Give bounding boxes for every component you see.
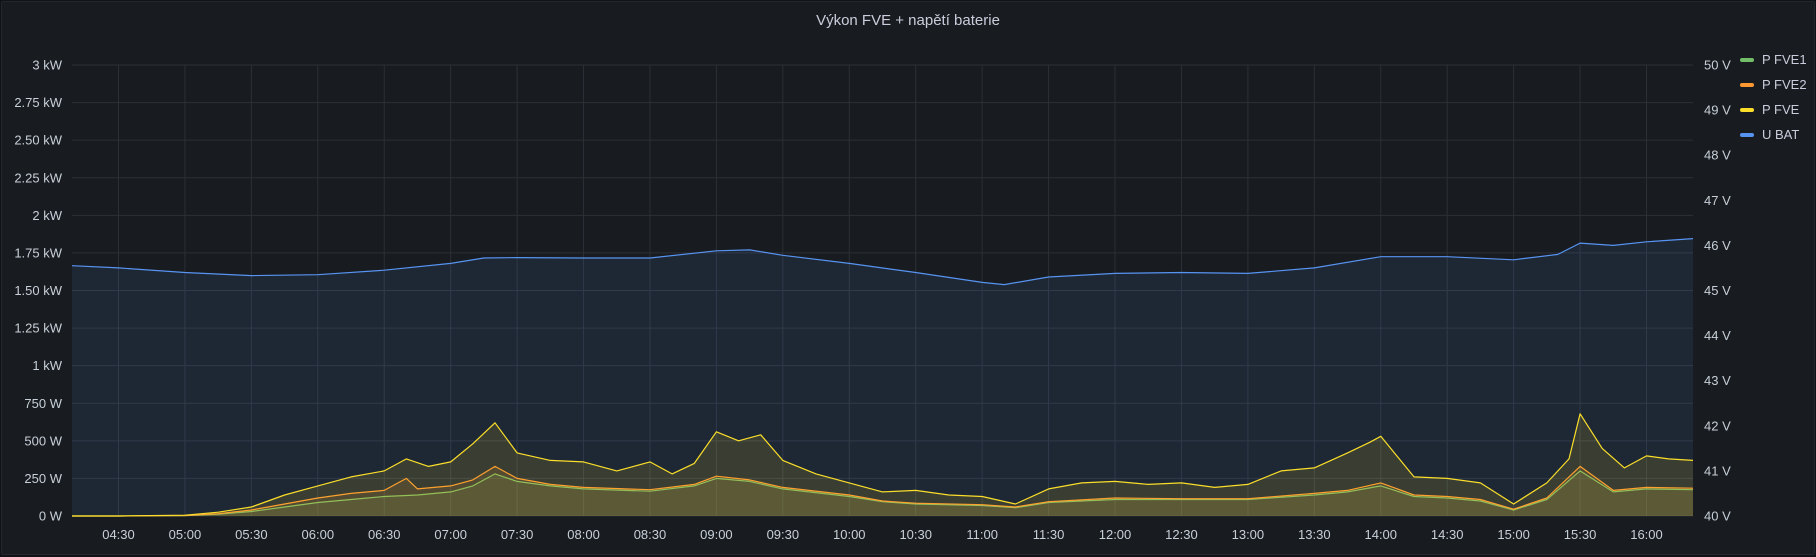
legend-label: U BAT — [1762, 127, 1800, 142]
y-left-tick-label: 3 kW — [32, 58, 62, 73]
series-area-p-fve2 — [72, 466, 1693, 516]
y-right-tick-label: 41 V — [1704, 463, 1731, 478]
legend-item[interactable]: P FVE1 — [1740, 47, 1807, 72]
legend-label: P FVE1 — [1762, 52, 1807, 67]
y-right-tick-label: 48 V — [1704, 148, 1731, 163]
x-tick-label: 09:00 — [700, 527, 733, 542]
x-tick-label: 09:30 — [767, 527, 800, 542]
x-tick-label: 14:00 — [1364, 527, 1397, 542]
legend-label: P FVE2 — [1762, 77, 1807, 92]
x-tick-label: 13:00 — [1232, 527, 1265, 542]
x-tick-label: 11:30 — [1033, 527, 1065, 542]
legend-label: P FVE — [1762, 102, 1800, 117]
x-tick-label: 12:00 — [1099, 527, 1132, 542]
y-left-tick-label: 2.50 kW — [14, 133, 62, 148]
x-tick-label: 05:00 — [169, 527, 202, 542]
x-tick-label: 08:30 — [634, 527, 667, 542]
x-tick-label: 08:00 — [567, 527, 600, 542]
y-left-tick-label: 2.25 kW — [14, 170, 62, 185]
y-right-tick-label: 40 V — [1704, 509, 1731, 524]
legend-swatch — [1740, 82, 1754, 87]
y-right-tick-label: 42 V — [1704, 418, 1731, 433]
x-tick-label: 14:30 — [1431, 527, 1464, 542]
y-left-tick-label: 1 kW — [32, 358, 62, 373]
x-tick-label: 07:00 — [434, 527, 467, 542]
series-line-p-fve — [72, 413, 1694, 517]
x-tick-label: 12:30 — [1165, 527, 1198, 542]
y-left-tick-label: 2.75 kW — [14, 95, 62, 110]
legend-swatch — [1740, 132, 1754, 137]
x-tick-label: 07:30 — [501, 527, 534, 542]
x-tick-label: 10:30 — [899, 527, 932, 542]
series-area-p-fve1 — [72, 470, 1693, 516]
legend-item[interactable]: P FVE2 — [1740, 72, 1807, 97]
x-tick-label: 15:30 — [1564, 527, 1597, 542]
right-axis: 40 V 41 V 42 V 43 V 44 V 45 V 46 V 47 V 48 V 49 V… — [1704, 58, 1731, 524]
x-axis: 04:30 05:00 05:30 06:00 06:30 07:00 07:30 08:00… — [102, 527, 1663, 542]
legend-swatch — [1740, 57, 1754, 62]
y-right-tick-label: 46 V — [1704, 238, 1731, 253]
x-tick-label: 16:00 — [1630, 527, 1663, 542]
panel-title: Výkon FVE + napětí baterie — [816, 12, 1000, 29]
left-axis: 0 W 250 W 500 W 750 W 1 kW 1.25 kW 1.50 kW 1.75… — [14, 58, 62, 524]
y-left-tick-label: 750 W — [24, 396, 62, 411]
grid — [72, 64, 1693, 517]
y-right-tick-label: 44 V — [1704, 328, 1731, 343]
legend: P FVE1 P FVE2 P FVE U BAT — [1740, 47, 1807, 147]
x-tick-label: 15:00 — [1497, 527, 1530, 542]
y-right-tick-label: 43 V — [1704, 373, 1731, 388]
legend-item[interactable]: U BAT — [1740, 122, 1807, 147]
x-tick-label: 10:00 — [833, 527, 866, 542]
series-line-p-fve2 — [72, 465, 1694, 517]
x-tick-label: 06:30 — [368, 527, 401, 542]
y-right-tick-label: 49 V — [1704, 103, 1731, 118]
y-left-tick-label: 250 W — [24, 471, 62, 486]
x-tick-label: 04:30 — [102, 527, 135, 542]
y-left-tick-label: 1.75 kW — [14, 245, 62, 260]
series-area-p-fve — [72, 413, 1693, 516]
y-right-tick-label: 47 V — [1704, 193, 1731, 208]
y-left-tick-label: 1.25 kW — [14, 321, 62, 336]
series-layer — [71, 238, 1694, 517]
y-right-tick-label: 50 V — [1704, 58, 1731, 73]
x-tick-label: 06:00 — [302, 527, 335, 542]
legend-item[interactable]: P FVE — [1740, 97, 1807, 122]
legend-swatch — [1740, 107, 1754, 112]
y-left-tick-label: 1.50 kW — [14, 283, 62, 298]
x-tick-label: 05:30 — [235, 527, 268, 542]
series-line-p-fve1 — [72, 470, 1694, 517]
x-tick-label: 13:30 — [1298, 527, 1331, 542]
series-line-u-bat — [71, 238, 1694, 286]
x-tick-label: 11:00 — [966, 527, 998, 542]
y-left-tick-label: 500 W — [24, 433, 62, 448]
y-right-tick-label: 45 V — [1704, 283, 1731, 298]
series-area-u-bat — [72, 238, 1693, 516]
y-left-tick-label: 0 W — [39, 509, 63, 524]
y-left-tick-label: 2 kW — [32, 208, 62, 223]
